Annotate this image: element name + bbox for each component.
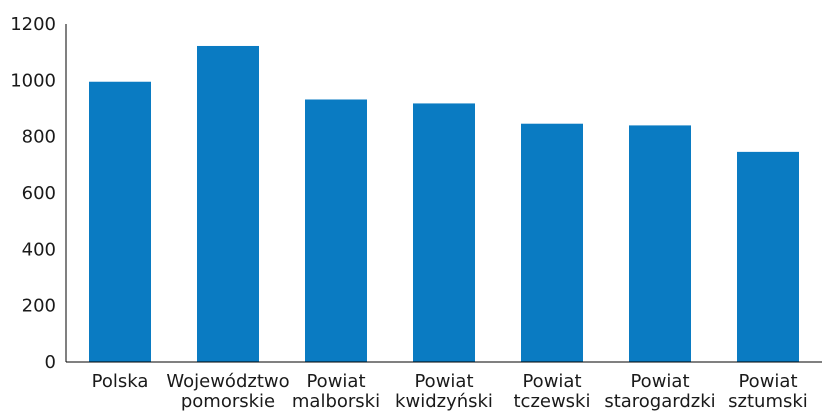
bars <box>89 45 799 363</box>
bar <box>737 151 799 362</box>
y-axis-ticks: 0 200 400 600 800 1000 1200 <box>10 14 56 373</box>
x-category-label: Powiat malborski <box>292 371 380 412</box>
bar <box>89 81 151 362</box>
x-category-label: Powiat tczewski <box>513 371 590 412</box>
bar <box>521 123 583 363</box>
x-category-label: Powiat sztumski <box>728 371 808 412</box>
y-tick-label: 200 <box>22 296 56 317</box>
y-tick-label: 1000 <box>10 70 56 91</box>
y-tick-label: 0 <box>45 352 56 373</box>
y-tick-label: 800 <box>22 127 56 148</box>
bar <box>197 45 259 362</box>
x-category-label: Powiat starogardzki <box>604 371 715 412</box>
bar <box>413 103 475 363</box>
bar <box>629 125 691 363</box>
x-category-label: Województwo pomorskie <box>166 371 289 412</box>
x-category-label: Powiat kwidzyński <box>395 371 493 412</box>
y-tick-label: 600 <box>22 183 56 204</box>
y-tick-label: 400 <box>22 239 56 260</box>
x-category-label: Polska <box>92 371 149 392</box>
bar <box>305 99 367 362</box>
y-tick-label: 1200 <box>10 14 56 35</box>
